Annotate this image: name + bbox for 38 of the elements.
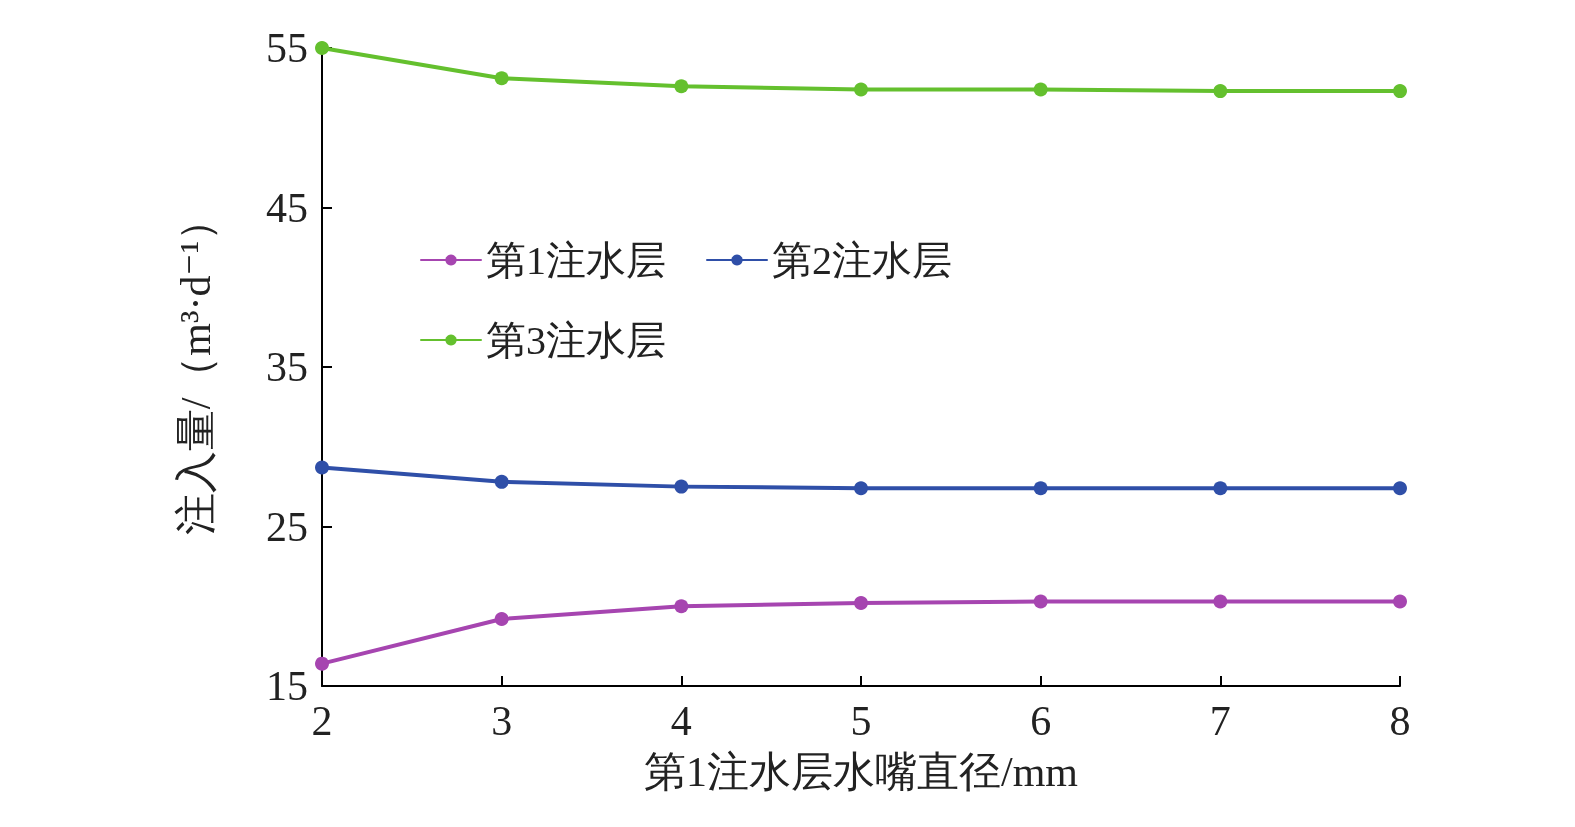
- x-tick-label: 4: [670, 698, 692, 744]
- x-tick-label: 2: [311, 698, 333, 744]
- point: [854, 596, 868, 611]
- point: [1033, 481, 1048, 496]
- y-tick-label: 45: [266, 184, 308, 231]
- point: [1213, 481, 1228, 496]
- point: [1393, 594, 1407, 609]
- point: [674, 599, 689, 614]
- point: [854, 82, 868, 97]
- x-tick-label: 7: [1209, 698, 1231, 744]
- y-tick-label: 55: [266, 25, 308, 71]
- point: [1213, 84, 1228, 99]
- point: [674, 479, 689, 494]
- x-tick-label: 6: [1030, 698, 1052, 744]
- y-axis-title: 注入量/（m³·d⁻¹）: [173, 198, 219, 536]
- point: [1033, 594, 1048, 609]
- y-tick-label: 35: [266, 344, 308, 390]
- legend-label: 第1注水层: [486, 237, 666, 283]
- point: [1393, 481, 1407, 496]
- point: [494, 71, 509, 86]
- point: [494, 612, 509, 627]
- x-tick-label: 8: [1389, 698, 1411, 744]
- x-tick-label: 3: [491, 698, 513, 744]
- point: [315, 41, 329, 55]
- point: [674, 79, 689, 94]
- point: [1393, 84, 1407, 99]
- point: [1213, 594, 1228, 609]
- point: [854, 481, 868, 496]
- x-tick-label: 5: [850, 698, 872, 744]
- legend-label: 第3注水层: [486, 317, 666, 363]
- point: [315, 656, 329, 671]
- point: [315, 460, 329, 475]
- legend-label: 第2注水层: [772, 237, 952, 283]
- x-axis-title: 第1注水层水嘴直径/mm: [643, 749, 1079, 795]
- y-tick-label: 15: [266, 663, 308, 709]
- point: [494, 474, 509, 489]
- y-tick-label: 25: [266, 503, 308, 550]
- point: [1033, 82, 1048, 97]
